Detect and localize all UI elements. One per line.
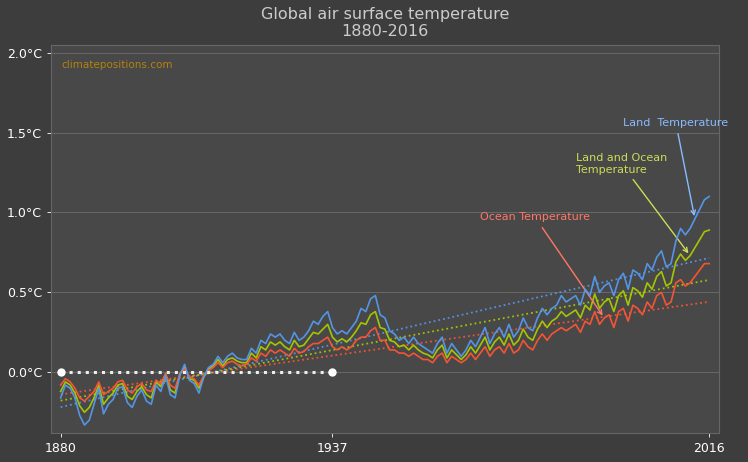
Title: Global air surface temperature
1880-2016: Global air surface temperature 1880-2016 bbox=[261, 7, 509, 39]
Text: Ocean Temperature: Ocean Temperature bbox=[480, 213, 602, 315]
Text: Land  Temperature: Land Temperature bbox=[623, 118, 729, 215]
Text: climatepositions.com: climatepositions.com bbox=[61, 60, 173, 70]
Text: Land and Ocean
Temperature: Land and Ocean Temperature bbox=[576, 153, 687, 252]
